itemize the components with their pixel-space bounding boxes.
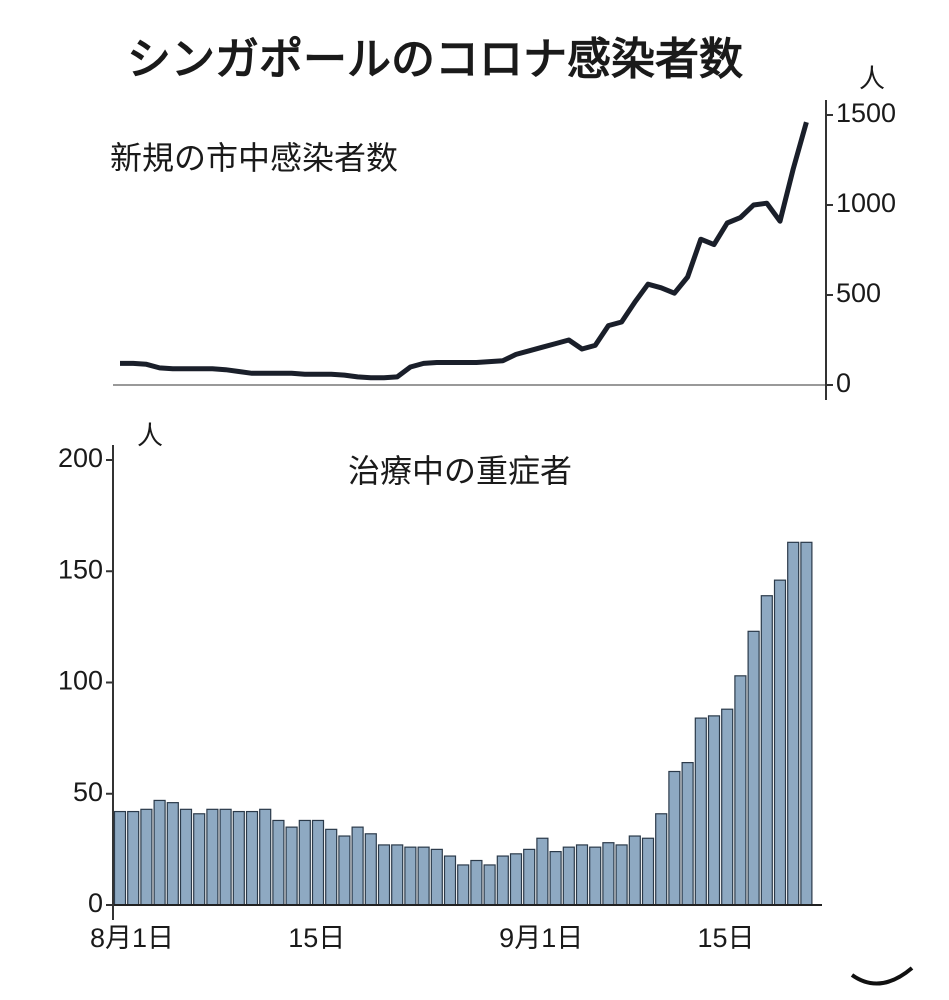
- bar: [443, 855, 457, 906]
- x-tick-label: 15日: [288, 923, 345, 953]
- bar: [721, 708, 734, 906]
- bar: [166, 802, 179, 906]
- y-tick-label: 1000: [836, 188, 896, 218]
- bar: [338, 835, 351, 906]
- chart-title: シンガポールのコロナ感染者数: [127, 34, 743, 85]
- bar: [153, 799, 166, 906]
- x-tick-label: 9月1日: [499, 923, 583, 953]
- bar: [272, 819, 285, 906]
- bar: [602, 842, 615, 906]
- bar: [470, 859, 483, 906]
- bar: [430, 848, 443, 906]
- bar: [285, 826, 298, 906]
- y-tick-label: 0: [88, 888, 103, 918]
- bar: [496, 855, 509, 906]
- subtitle: 治療中の重症者: [348, 452, 572, 490]
- bar: [377, 844, 391, 906]
- bar: [562, 846, 575, 906]
- bar: [206, 808, 219, 906]
- y-tick-label: 50: [73, 777, 103, 807]
- bar: [457, 864, 470, 906]
- decoration: [850, 966, 914, 986]
- line: [120, 121, 809, 381]
- bar: [219, 808, 232, 906]
- bar: [747, 630, 760, 906]
- bar: [179, 808, 193, 906]
- y-tick-label: 0: [836, 368, 851, 398]
- bar: [404, 846, 417, 906]
- bar: [417, 846, 430, 906]
- bar: [523, 848, 536, 906]
- bar: [483, 864, 496, 906]
- bar: [351, 826, 364, 906]
- bar: [681, 761, 694, 906]
- bar: [800, 541, 813, 906]
- bar: [232, 810, 245, 906]
- bar: [259, 808, 272, 906]
- bar: [298, 819, 311, 906]
- bar: [655, 813, 668, 906]
- bar: [707, 715, 721, 906]
- bar: [668, 770, 681, 906]
- bar: [245, 810, 259, 906]
- y-tick-label: 200: [58, 443, 103, 473]
- bar: [760, 595, 773, 906]
- bar: [628, 835, 641, 906]
- bar: [536, 837, 549, 906]
- bar: [575, 844, 589, 906]
- bar: [509, 853, 523, 906]
- bar: [549, 850, 562, 906]
- unit-label: 人: [859, 65, 885, 95]
- bar: [787, 541, 800, 906]
- bar: [325, 828, 338, 906]
- bar: [391, 844, 404, 906]
- y-tick-label: 500: [836, 278, 881, 308]
- bar: [140, 808, 153, 906]
- bar: [615, 844, 628, 906]
- bar: [694, 717, 707, 906]
- x-tick-label: 15日: [697, 923, 754, 953]
- bar: [734, 675, 747, 906]
- subtitle: 新規の市中感染者数: [110, 139, 398, 177]
- bar: [773, 579, 787, 906]
- y-tick-label: 150: [58, 554, 103, 584]
- bar: [589, 846, 602, 906]
- y-tick-label: 100: [58, 666, 103, 696]
- bar: [127, 810, 140, 906]
- x-tick-label: 8月1日: [90, 923, 174, 953]
- bar: [641, 837, 655, 906]
- unit-label: 人: [137, 422, 163, 452]
- y-tick-label: 1500: [836, 98, 896, 128]
- bar: [193, 813, 206, 906]
- bar: [311, 819, 325, 906]
- bar: [364, 833, 377, 906]
- bar: [113, 810, 127, 906]
